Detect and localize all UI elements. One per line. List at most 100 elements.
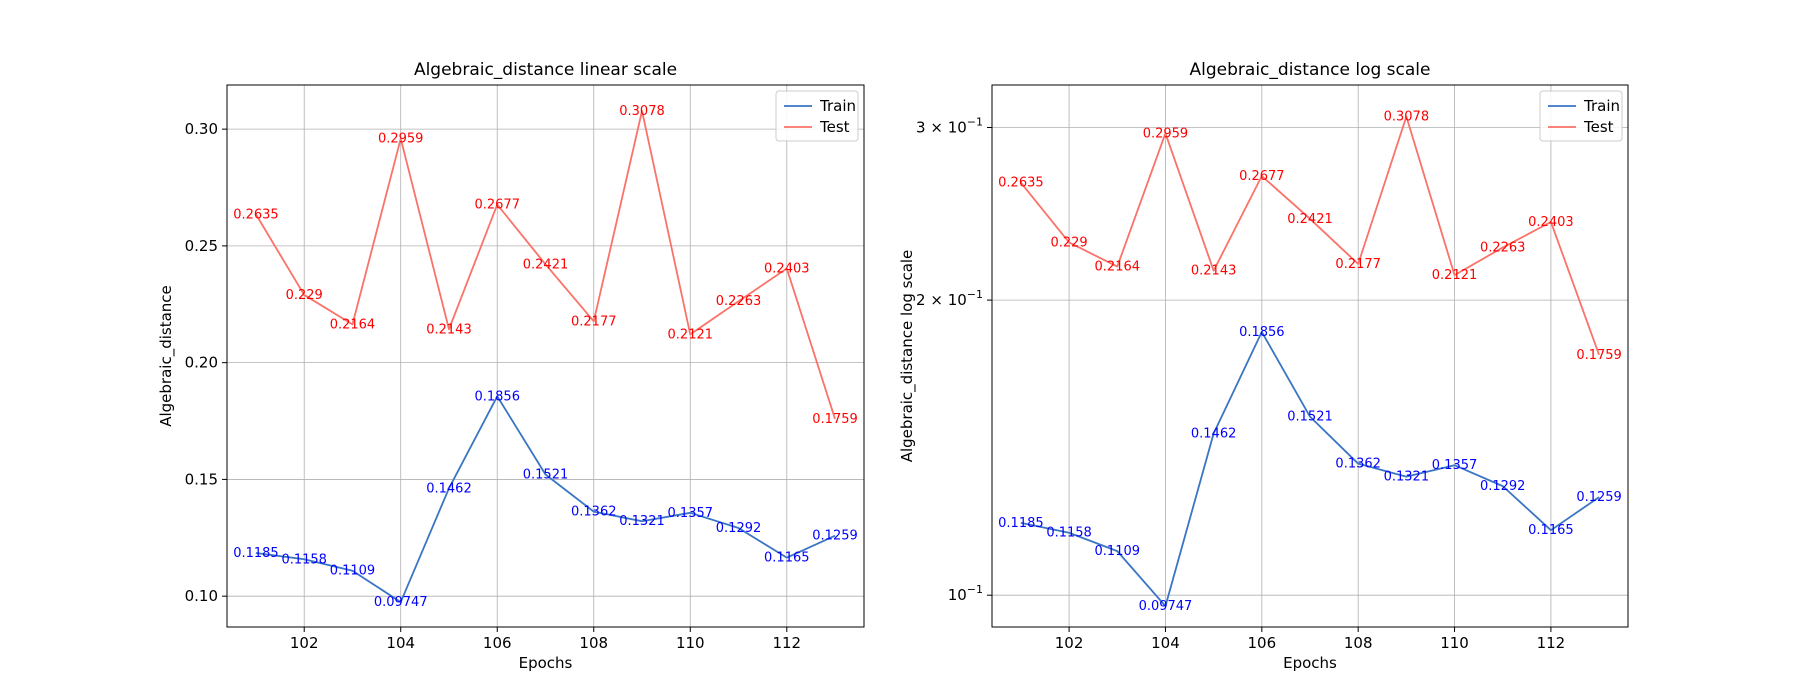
data-label-test: 0.1759	[1576, 348, 1622, 363]
data-label-train: 0.1357	[668, 506, 714, 521]
data-label-train: 0.1856	[474, 389, 520, 404]
x-tick-label: 104	[386, 634, 415, 652]
data-label-test: 0.2959	[1143, 126, 1189, 141]
legend-label-train: Train	[819, 97, 856, 115]
data-label-train: 0.1321	[1384, 470, 1430, 485]
data-label-train: 0.09747	[1139, 599, 1193, 614]
x-axis-label: Epochs	[519, 654, 573, 672]
y-tick-exponent: −1	[967, 288, 983, 301]
data-label-train: 0.1109	[330, 564, 376, 579]
series-line-test	[1020, 115, 1600, 356]
data-label-test: 0.229	[286, 288, 323, 303]
y-axis-label: Algebraic_distance log scale	[898, 250, 917, 463]
x-tick-label: 104	[1151, 634, 1180, 652]
data-label-train: 0.1259	[812, 529, 858, 544]
axes-frame	[226, 84, 865, 628]
legend-label-test: Test	[819, 118, 850, 136]
x-axis-label: Epochs	[1283, 654, 1337, 672]
data-label-train: 0.1521	[523, 468, 569, 483]
data-label-train: 0.1158	[1046, 526, 1092, 541]
data-label-test: 0.2164	[1095, 260, 1141, 275]
legend-box	[775, 90, 859, 142]
data-label-test: 0.2421	[523, 257, 569, 272]
data-label-train: 0.1109	[1095, 544, 1141, 559]
data-label-test: 0.2143	[1191, 264, 1237, 279]
data-label-train: 0.1292	[716, 521, 762, 536]
data-label-test: 0.2403	[764, 262, 810, 277]
data-label-test: 0.2403	[1528, 215, 1574, 230]
series-line-train	[255, 395, 836, 603]
x-tick-label: 112	[772, 634, 801, 652]
legend-box	[1539, 90, 1623, 142]
data-label-train: 0.1462	[426, 481, 472, 496]
data-label-test: 0.1759	[812, 412, 858, 427]
legend: Train Test	[1539, 90, 1623, 142]
data-label-test: 0.2121	[1432, 268, 1478, 283]
data-label-test: 0.2177	[571, 314, 617, 329]
y-tick-label: 0.20	[185, 354, 218, 372]
y-tick-label: 0.30	[185, 120, 218, 138]
data-label-train: 0.1357	[1432, 458, 1478, 473]
x-tick-label: 110	[1440, 634, 1469, 652]
y-tick-base: 10	[948, 291, 967, 309]
y-tick-exponent: −1	[967, 583, 983, 596]
data-label-train: 0.1521	[1287, 410, 1333, 425]
y-tick-coef: 3 ×	[916, 119, 948, 137]
data-label-train: 0.1185	[998, 516, 1044, 531]
data-label-train: 0.09747	[374, 595, 428, 610]
data-label-test: 0.2635	[998, 176, 1044, 191]
y-tick-label: 3 × 10−1	[916, 116, 983, 137]
x-tick-label: 108	[1344, 634, 1373, 652]
legend: Train Test	[775, 90, 859, 142]
y-tick-coef: 2 ×	[916, 291, 948, 309]
data-label-test: 0.2177	[1335, 257, 1381, 272]
data-label-train: 0.1158	[281, 552, 327, 567]
y-tick-label: 0.10	[185, 587, 218, 605]
series-line-test	[255, 110, 836, 420]
data-label-test: 0.2677	[474, 198, 520, 213]
x-tick-label: 106	[483, 634, 512, 652]
x-tick-label: 102	[1055, 634, 1084, 652]
data-label-train: 0.1856	[1239, 325, 1285, 340]
data-label-test: 0.2164	[330, 317, 376, 332]
y-tick-label: 10−1	[948, 583, 983, 604]
data-label-train: 0.1185	[233, 546, 279, 561]
x-tick-label: 102	[290, 634, 319, 652]
data-label-train: 0.1292	[1480, 479, 1526, 494]
y-tick-label: 0.25	[185, 237, 218, 255]
data-label-test: 0.229	[1050, 235, 1087, 250]
data-label-train: 0.1462	[1191, 427, 1237, 442]
data-label-train: 0.1362	[1335, 457, 1381, 472]
data-label-test: 0.2263	[716, 294, 762, 309]
y-axis-label: Algebraic_distance	[157, 285, 176, 427]
y-tick-base: 10	[948, 586, 967, 604]
data-label-train: 0.1259	[1576, 490, 1622, 505]
chart-title: Algebraic_distance linear scale	[414, 60, 677, 80]
x-tick-label: 110	[676, 634, 705, 652]
series-line-train	[1020, 331, 1600, 607]
data-label-test: 0.2677	[1239, 169, 1285, 184]
data-label-test: 0.2143	[426, 322, 472, 337]
data-label-train: 0.1362	[571, 505, 617, 520]
data-label-test: 0.2635	[233, 207, 279, 222]
grid	[992, 85, 1628, 627]
y-tick-label: 2 × 10−1	[916, 288, 983, 309]
data-label-test: 0.2263	[1480, 241, 1526, 256]
data-label-train: 0.1165	[764, 551, 810, 566]
data-label-train: 0.1165	[1528, 523, 1574, 538]
x-tick-label: 108	[579, 634, 608, 652]
y-tick-label: 0.15	[185, 470, 218, 488]
grid	[227, 85, 864, 627]
axes-frame	[991, 84, 1629, 628]
legend-label-test: Test	[1583, 118, 1614, 136]
x-tick-label: 106	[1247, 634, 1276, 652]
data-label-train: 0.1321	[619, 514, 665, 529]
y-tick-exponent: −1	[967, 116, 983, 129]
y-tick-base: 10	[948, 119, 967, 137]
data-label-test: 0.3078	[1384, 110, 1430, 125]
chart-title: Algebraic_distance log scale	[1190, 60, 1431, 80]
data-label-test: 0.2121	[668, 327, 714, 342]
